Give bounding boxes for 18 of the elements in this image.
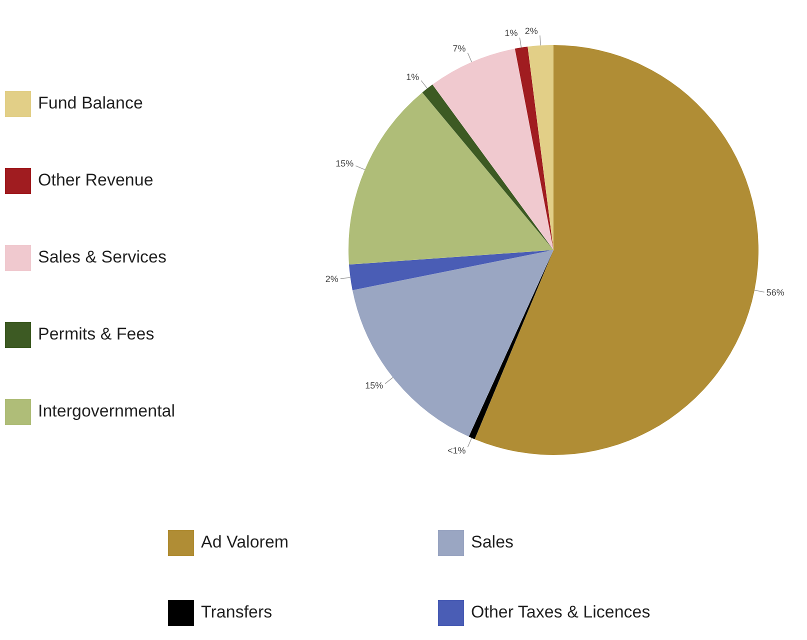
legend-label: Permits & Fees — [38, 324, 154, 344]
legend-label: Fund Balance — [38, 94, 143, 113]
legend-label: Other Taxes & Licences — [471, 602, 650, 622]
legend-label: Ad Valorem — [201, 532, 289, 552]
legend-label: Sales & Services — [38, 248, 166, 267]
data-label: 2% — [325, 274, 338, 284]
data-label: 15% — [336, 158, 354, 169]
data-label: 7% — [452, 44, 466, 54]
data-label: 1% — [504, 28, 518, 38]
data-label: <1% — [447, 445, 466, 456]
data-label: 2% — [524, 26, 538, 36]
legend-label: Transfers — [201, 602, 272, 622]
legend-label: Sales — [471, 532, 514, 552]
legend-label: Other Revenue — [38, 170, 154, 190]
data-label: 1% — [406, 72, 420, 82]
data-label: 15% — [365, 380, 384, 391]
legend-label: Intergovernmental — [38, 402, 176, 421]
data-label: 56% — [766, 287, 784, 298]
